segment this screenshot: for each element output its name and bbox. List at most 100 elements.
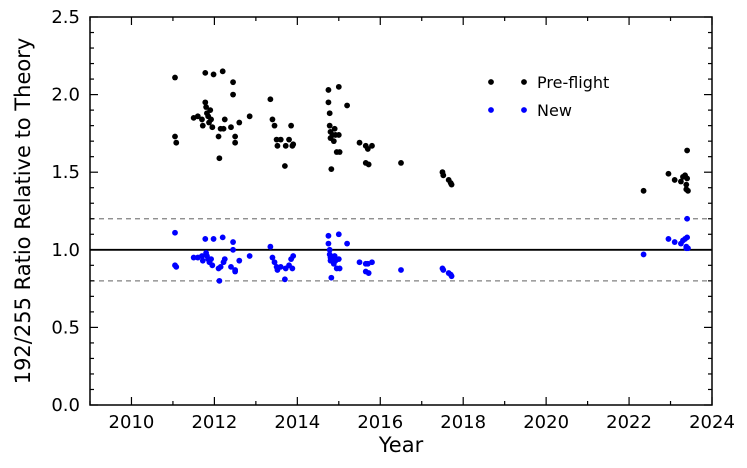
data-point [208, 116, 214, 123]
data-point [271, 122, 278, 129]
data-point [277, 263, 284, 270]
data-point [325, 232, 332, 239]
data-point [286, 136, 292, 143]
data-point [281, 163, 288, 169]
y-tick-label: 2.5 [51, 7, 80, 28]
x-tick-label: 2010 [109, 412, 155, 433]
data-point [190, 254, 197, 261]
data-point [369, 142, 375, 149]
data-point [230, 246, 236, 253]
data-point [288, 122, 295, 129]
data-point [271, 259, 278, 266]
data-point [684, 215, 691, 222]
data-point [356, 139, 363, 146]
data-point [369, 259, 375, 266]
data-point [684, 147, 691, 154]
data-point [246, 253, 253, 259]
data-point [325, 87, 332, 93]
data-point [678, 178, 684, 185]
data-point [173, 263, 180, 270]
data-point [640, 187, 647, 194]
data-point [325, 240, 332, 247]
x-tick-label: 2022 [606, 412, 652, 433]
data-point [236, 119, 243, 126]
data-point [202, 99, 209, 106]
data-point [172, 74, 178, 81]
x-tick-label: 2016 [357, 412, 403, 433]
data-point [217, 263, 224, 270]
data-point [228, 124, 234, 131]
y-axis-title: 192/255 Ratio Relative to Theory [11, 38, 35, 385]
data-point [173, 139, 180, 146]
data-point [221, 116, 228, 123]
data-point [326, 122, 333, 129]
data-point [440, 172, 447, 179]
data-point [328, 166, 335, 172]
data-point [336, 265, 343, 272]
data-point [269, 254, 276, 261]
y-tick-label: 1.0 [51, 240, 80, 261]
data-point [209, 124, 216, 131]
data-point [684, 234, 691, 241]
data-points [172, 68, 691, 284]
data-point [331, 253, 338, 259]
legend-marker [521, 79, 527, 85]
x-tick-label: 2014 [274, 412, 320, 433]
legend-item: Pre-flight [488, 73, 609, 92]
legend-marker [488, 79, 494, 85]
data-point [365, 161, 372, 168]
data-point [335, 83, 342, 90]
y-tick-label: 1.5 [51, 162, 80, 183]
data-point [194, 113, 201, 120]
legend: Pre-flight New [488, 73, 609, 120]
data-point [335, 132, 342, 138]
data-point [232, 268, 239, 275]
legend-label: New [537, 101, 572, 120]
legend-label: Pre-flight [537, 73, 609, 92]
data-point [640, 251, 647, 258]
x-tick-label: 2012 [191, 412, 237, 433]
data-point [199, 116, 205, 123]
data-point [172, 229, 178, 236]
data-point [216, 155, 223, 162]
data-point [209, 262, 216, 269]
data-point [335, 231, 342, 238]
series-new [172, 215, 691, 284]
y-tick-label: 0.0 [51, 395, 80, 416]
data-point [232, 139, 239, 146]
data-point [281, 276, 288, 283]
data-point [326, 110, 333, 117]
data-point [290, 253, 297, 259]
data-point [267, 243, 274, 250]
data-point [210, 71, 217, 78]
reference-lines [90, 218, 712, 282]
data-point [290, 141, 297, 148]
data-point [356, 259, 363, 266]
data-point [344, 240, 350, 247]
data-point [684, 175, 691, 182]
data-point [202, 236, 209, 242]
data-point [228, 263, 234, 270]
data-point [230, 79, 236, 86]
data-point [398, 159, 404, 166]
data-point [221, 256, 228, 263]
y-tick-labels: 0.0 0.5 1.0 1.5 2.0 2.5 [51, 7, 80, 416]
data-point [216, 277, 223, 284]
data-point [199, 257, 206, 264]
data-point [215, 133, 222, 140]
data-point [203, 104, 210, 110]
data-point [207, 107, 214, 114]
data-point [236, 257, 243, 264]
data-point [685, 187, 691, 194]
data-point [267, 96, 274, 103]
data-point [685, 245, 691, 252]
data-point [274, 142, 281, 149]
data-point [232, 133, 239, 140]
data-point [328, 274, 335, 281]
data-point [448, 273, 455, 280]
plot-frame [89, 16, 713, 406]
x-tick-label: 2018 [440, 412, 486, 433]
data-point [331, 125, 338, 132]
